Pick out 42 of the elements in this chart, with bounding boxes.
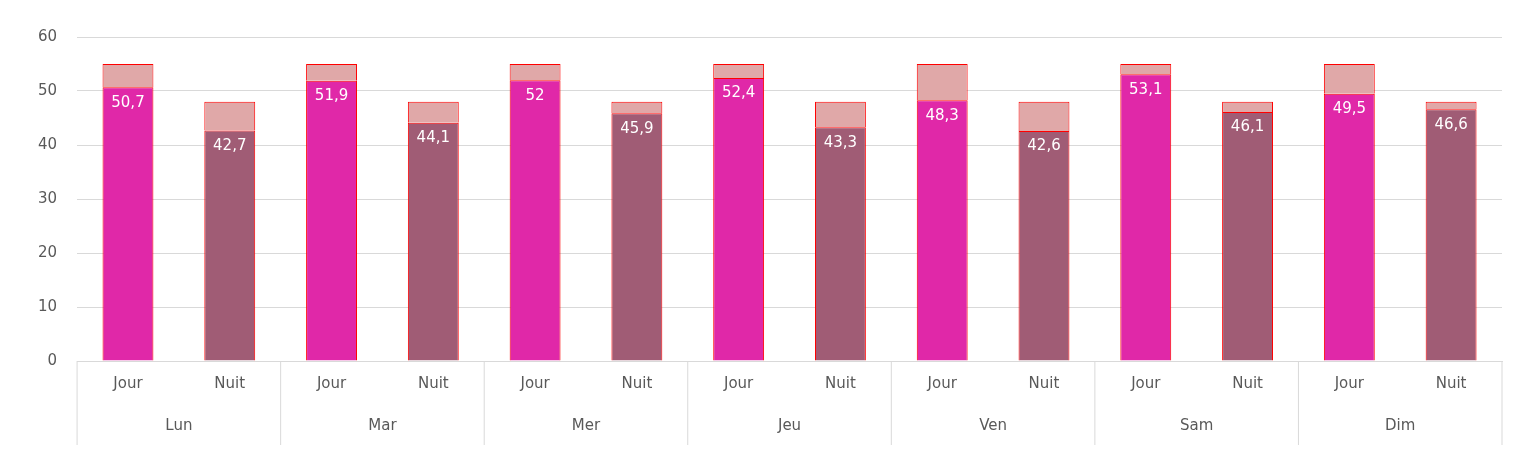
x-tick-label: Jour	[315, 373, 347, 392]
data-label: 45,9	[620, 118, 654, 137]
text: Lun	[165, 415, 193, 434]
x-tick-label: Nuit	[621, 373, 653, 392]
text: Mer	[571, 415, 601, 434]
data-label: 42,6	[1027, 136, 1061, 155]
data-label: 44,1	[416, 128, 451, 147]
y-tick-label: 30	[37, 188, 58, 207]
x-tick-label: Jour	[723, 373, 755, 392]
y-tick-label: 0	[47, 350, 58, 369]
x-tick-label: Nuit	[1028, 373, 1060, 392]
x-tick-label: Nuit	[825, 373, 856, 392]
data-label: 52	[525, 85, 545, 104]
x-tick-label: Nuit	[1232, 373, 1264, 392]
text: Sam	[1180, 415, 1214, 434]
x-tick-label: Jour	[112, 373, 144, 392]
data-label: 46,6	[1434, 114, 1468, 133]
data-label: 42,7	[213, 135, 247, 154]
x-tick-label: Jour	[1130, 373, 1162, 392]
y-tick-label: 40	[37, 134, 58, 153]
data-label: 51,9	[314, 86, 349, 105]
data-label: 53,1	[1129, 79, 1163, 98]
text: Ven	[979, 415, 1008, 434]
x-tick-label: Jour	[926, 373, 958, 392]
data-label: 48,3	[925, 105, 959, 124]
data-label: 49,5	[1332, 99, 1367, 118]
x-tick-label: Nuit	[214, 373, 246, 392]
x-tick-label: Jour	[1333, 373, 1365, 392]
y-tick-label: 60	[37, 26, 58, 45]
data-label: 43,3	[823, 132, 858, 151]
x-tick-label: Nuit	[1435, 373, 1467, 392]
data-label: 52,4	[721, 83, 756, 102]
text: Mar	[368, 415, 398, 434]
text: Jeu	[776, 415, 802, 434]
y-tick-label: 20	[37, 242, 58, 261]
y-tick-label: 10	[37, 296, 58, 315]
x-tick-label: Jour	[519, 373, 551, 392]
x-tick-label: Nuit	[417, 373, 449, 392]
data-label: 50,7	[111, 92, 145, 111]
text: Dim	[1385, 415, 1416, 434]
y-tick-label: 50	[37, 80, 58, 99]
data-label: 46,1	[1230, 117, 1265, 136]
